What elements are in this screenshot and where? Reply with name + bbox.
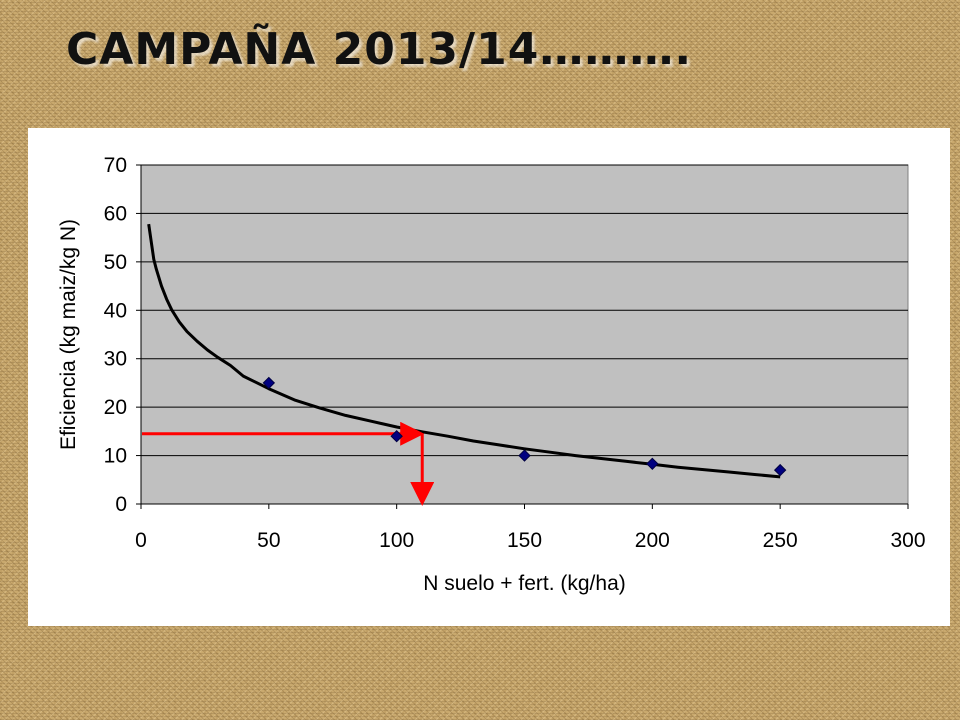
x-tick-label: 300 xyxy=(890,529,925,552)
gridlines xyxy=(141,164,908,457)
y-tick-label: 30 xyxy=(104,348,127,371)
y-tick-label: 50 xyxy=(104,251,127,274)
efficiency-chart: 0 10 20 30 40 50 60 70 0 50 100 150 200 250 300 N sue… xyxy=(57,154,926,595)
y-tick-label: 70 xyxy=(104,154,127,177)
x-tick-label: 50 xyxy=(257,529,280,552)
x-tick-label: 0 xyxy=(135,529,147,552)
slide-title: CAMPAÑA 2013/14………. xyxy=(66,24,693,75)
data-point xyxy=(390,429,403,443)
data-point xyxy=(262,376,276,390)
data-point xyxy=(518,449,531,462)
axes xyxy=(136,164,909,509)
data-points xyxy=(262,376,787,477)
reference-arrows xyxy=(142,421,435,506)
x-tick-label: 250 xyxy=(763,529,798,552)
y-tick-label: 60 xyxy=(104,202,127,225)
data-point xyxy=(773,463,787,477)
x-tick-label: 150 xyxy=(507,529,542,552)
x-tick-label: 200 xyxy=(635,529,670,552)
x-axis-title: N suelo + fert. (kg/ha) xyxy=(423,572,626,595)
x-tick-labels: 0 50 100 150 200 250 300 xyxy=(135,529,925,552)
y-tick-label: 0 xyxy=(115,493,127,516)
y-tick-label: 40 xyxy=(104,299,127,322)
chart-panel: 0 10 20 30 40 50 60 70 0 50 100 150 200 250 300 N sue… xyxy=(28,128,950,626)
trend-line xyxy=(147,223,781,479)
x-tick-label: 100 xyxy=(379,529,414,552)
y-tick-labels: 0 10 20 30 40 50 60 70 xyxy=(104,154,127,516)
y-tick-label: 20 xyxy=(104,396,127,419)
data-point xyxy=(646,457,659,471)
y-tick-label: 10 xyxy=(104,445,127,468)
y-axis-title: Eficiencia (kg maiz/kg N) xyxy=(57,219,80,450)
